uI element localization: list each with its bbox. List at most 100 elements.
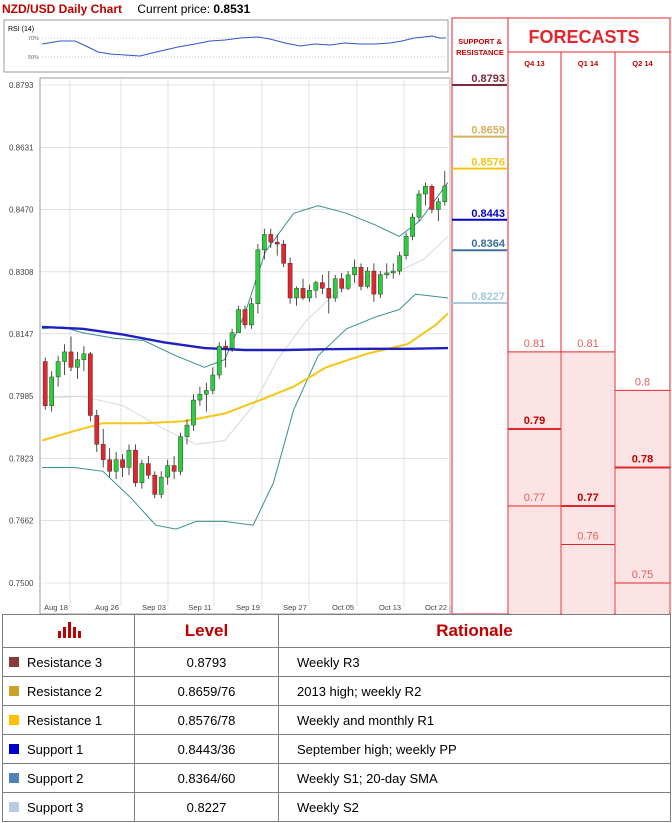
candle-body bbox=[146, 463, 151, 476]
sr-title-line2: RESISTANCE bbox=[456, 48, 504, 57]
sma-blue-line bbox=[41, 325, 449, 352]
candle-body bbox=[152, 474, 158, 495]
table-row: Resistance 3 0.8793 Weekly R3 bbox=[2, 647, 671, 677]
candle-body bbox=[100, 444, 106, 460]
candle-body bbox=[242, 309, 248, 326]
sma-yellow-line bbox=[41, 312, 449, 442]
candle-body bbox=[223, 345, 228, 349]
sr-level-label: 0.8576 bbox=[471, 157, 505, 169]
header-rationale: Rationale bbox=[278, 614, 671, 648]
y-axis: 0.8793 0.8631 0.8470 0.8308 0.8147 0.7985 0.78… bbox=[9, 81, 34, 588]
y-tick-label: 0.8793 bbox=[9, 81, 34, 90]
x-tick-label: Aug 18 bbox=[44, 603, 68, 612]
candle-body bbox=[345, 274, 351, 289]
x-axis: Aug 18 Aug 26 Sep 03 Sep 11 Sep 19 Sep 27 Oct … bbox=[44, 603, 447, 612]
candle-body bbox=[88, 353, 93, 416]
sr-level-label: 0.8364 bbox=[471, 238, 506, 250]
candle-body bbox=[184, 424, 190, 437]
forecast-value-label: 0.75 bbox=[632, 569, 653, 581]
level-name: Resistance 1 bbox=[27, 712, 103, 728]
rsi-level-70: 70% bbox=[28, 36, 39, 42]
table-row: Resistance 1 0.8576/78 Weekly and monthly … bbox=[2, 705, 671, 735]
x-tick-label: Oct 22 bbox=[425, 603, 447, 612]
candle-body bbox=[416, 193, 422, 218]
level-value: 0.8659/76 bbox=[134, 676, 279, 706]
candle-body bbox=[320, 282, 325, 289]
level-name: Support 1 bbox=[27, 741, 84, 757]
candle-body bbox=[75, 359, 80, 368]
y-tick-label: 0.8631 bbox=[9, 143, 34, 152]
candle-body bbox=[216, 345, 222, 376]
forecast-column-label: Q2 14 bbox=[632, 59, 653, 68]
forecast-value-label: 0.8 bbox=[635, 376, 650, 388]
level-color-swatch bbox=[9, 686, 19, 697]
forecast-value-label: 0.81 bbox=[524, 338, 545, 350]
support-resistance-panel: SUPPORT & RESISTANCE 0.8793 0.8659 0.8576 0… bbox=[451, 17, 509, 614]
candle-body bbox=[281, 243, 286, 264]
level-rationale: 2013 high; weekly R2 bbox=[278, 676, 671, 706]
forecast-range-fill bbox=[616, 390, 669, 614]
forecast-value-label: 0.81 bbox=[577, 338, 598, 350]
x-tick-label: Sep 19 bbox=[236, 603, 260, 612]
candle-body bbox=[332, 278, 338, 299]
candle-body bbox=[268, 234, 274, 243]
table-row: Support 3 0.8227 Weekly S2 bbox=[2, 792, 671, 822]
level-name: Support 3 bbox=[27, 799, 84, 815]
candle-body bbox=[358, 266, 364, 287]
bollinger-lower-line bbox=[42, 293, 449, 530]
forecast-value-label: 0.78 bbox=[632, 453, 653, 465]
level-name: Resistance 2 bbox=[27, 683, 103, 699]
candle-body bbox=[210, 374, 216, 391]
candle-body bbox=[371, 270, 377, 295]
x-tick-label: Sep 11 bbox=[188, 603, 211, 612]
candle-body bbox=[307, 290, 312, 299]
x-tick-label: Sep 03 bbox=[142, 603, 166, 612]
level-rationale: Weekly and monthly R1 bbox=[278, 705, 671, 735]
candle-body bbox=[384, 272, 390, 276]
candle-body bbox=[365, 270, 370, 287]
level-name-cell: Resistance 1 bbox=[2, 705, 135, 735]
candle-body bbox=[423, 186, 428, 195]
candle-body bbox=[339, 278, 344, 289]
sr-level-label: 0.8227 bbox=[471, 291, 505, 303]
rsi-panel: RSI (14) 70% 50% bbox=[3, 19, 449, 73]
candle-body bbox=[300, 288, 306, 299]
level-rationale: Weekly R3 bbox=[278, 647, 671, 677]
level-value: 0.8576/78 bbox=[134, 705, 279, 735]
candle-body bbox=[229, 332, 235, 349]
candle-body bbox=[262, 234, 267, 251]
grid bbox=[40, 78, 451, 606]
candle-body bbox=[133, 449, 138, 484]
level-color-swatch bbox=[9, 802, 19, 813]
y-tick-label: 0.8308 bbox=[9, 268, 34, 277]
candle-body bbox=[42, 361, 48, 407]
candle-body bbox=[390, 270, 396, 274]
candle-body bbox=[49, 376, 54, 407]
level-value: 0.8364/60 bbox=[134, 763, 279, 793]
forecast-value-label: 0.79 bbox=[524, 415, 545, 427]
sr-level-label: 0.8793 bbox=[471, 73, 505, 85]
rsi-frame bbox=[3, 19, 449, 73]
candle-body bbox=[429, 186, 435, 210]
price-label: Current price: bbox=[137, 2, 211, 16]
candle-body bbox=[178, 436, 183, 472]
header-level: Level bbox=[134, 614, 279, 648]
candle-body bbox=[442, 185, 448, 202]
table-row: Support 1 0.8443/36 September high; weekly… bbox=[2, 734, 671, 764]
level-rationale: September high; weekly PP bbox=[278, 734, 671, 764]
level-value: 0.8227 bbox=[134, 792, 279, 822]
candle-body bbox=[352, 266, 357, 276]
candle-body bbox=[81, 353, 87, 360]
candle-body bbox=[139, 463, 145, 484]
level-color-swatch bbox=[9, 715, 19, 726]
forecast-value-label: 0.77 bbox=[577, 492, 598, 504]
x-tick-label: Oct 05 bbox=[332, 603, 354, 612]
candle-body bbox=[171, 465, 177, 472]
forecast-range-fill bbox=[562, 351, 614, 614]
forecast-column-label: Q1 14 bbox=[578, 59, 599, 68]
level-name-cell: Support 3 bbox=[2, 792, 135, 822]
sr-level-label: 0.8443 bbox=[471, 208, 505, 220]
candle-body bbox=[113, 459, 119, 472]
level-name-cell: Support 2 bbox=[2, 763, 135, 793]
header-icon-cell bbox=[2, 614, 135, 648]
